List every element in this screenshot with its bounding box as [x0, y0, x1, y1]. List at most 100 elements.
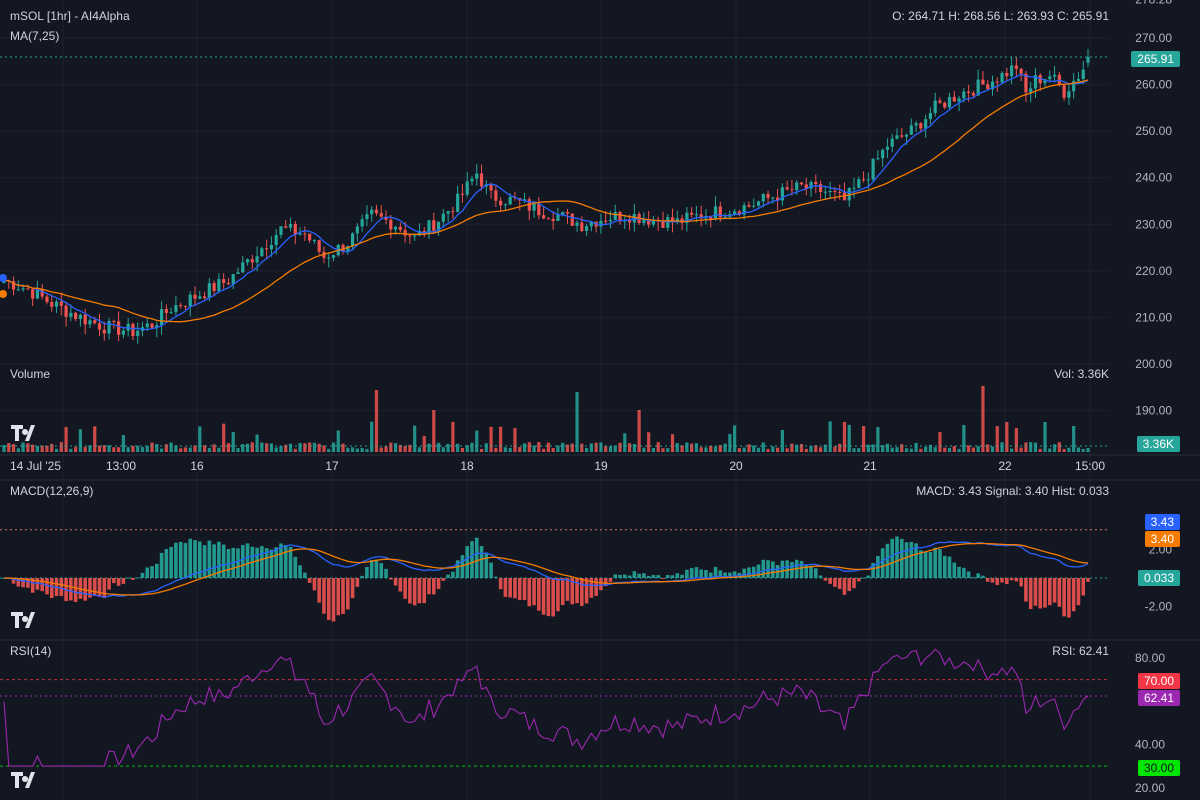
candle [112, 320, 116, 322]
volume-bar [532, 445, 536, 452]
volume-bar [150, 442, 154, 452]
volume-bar [231, 432, 235, 452]
volume-bar [1072, 426, 1076, 452]
macd-hist-bar [217, 541, 221, 578]
volume-bar [241, 444, 245, 452]
candle [393, 226, 398, 230]
candle [360, 219, 364, 227]
candle [432, 220, 436, 231]
ma-legend: MA(7,25) [10, 29, 60, 43]
macd-hist-bar [116, 578, 121, 586]
volume-bar [647, 432, 651, 452]
candle [647, 219, 651, 225]
candle [174, 305, 178, 313]
macd-hist-bar [112, 578, 116, 584]
candle [928, 113, 933, 120]
volume-bar [64, 427, 68, 452]
macd-hist-bar [981, 575, 985, 578]
macd-hist-bar [1062, 578, 1066, 617]
candle [1005, 72, 1009, 77]
candle [713, 206, 718, 220]
candle [117, 321, 121, 335]
volume-bar [7, 443, 11, 452]
macd-hist-bar [135, 577, 140, 579]
macd-hist-bar [546, 578, 551, 617]
candle [776, 197, 780, 201]
candle [226, 282, 231, 285]
macd-hist-bar [665, 574, 670, 578]
macd-hist-bar [895, 536, 899, 578]
candle [50, 301, 54, 307]
volume-bar [97, 445, 102, 452]
macd-hist-bar [565, 578, 570, 601]
candle [121, 330, 125, 335]
candle [284, 226, 288, 228]
candle [193, 294, 197, 299]
macd-hist-bar [350, 578, 355, 599]
candle [556, 214, 560, 221]
volume-bar [733, 425, 737, 452]
volume-bar [704, 447, 708, 452]
candle [785, 187, 789, 190]
macd-readout: MACD: 3.43 Signal: 3.40 Hist: 0.033 [916, 484, 1109, 498]
macd-hist-bar [508, 578, 512, 598]
macd-hist-bar [393, 578, 398, 586]
macd-hist-bar [522, 578, 527, 601]
macd-hist-bar [670, 575, 675, 578]
macd-hist-bar [780, 560, 785, 578]
macd-hist-bar [1076, 578, 1081, 606]
macd-hist-bar [971, 577, 976, 579]
macd-hist-bar [661, 578, 665, 579]
candle [451, 211, 455, 213]
candle [742, 205, 746, 215]
candle [64, 305, 68, 317]
macd-hist-bar [202, 545, 207, 578]
macd-hist-bar [1071, 578, 1076, 612]
price-tick-label: 260.00 [1135, 78, 1172, 92]
volume-bar [542, 448, 546, 452]
volume-bar [995, 426, 999, 452]
volume-bar [331, 442, 336, 452]
volume-bar [479, 448, 484, 452]
candle [1029, 88, 1033, 93]
candle [747, 205, 751, 207]
volume-bar [54, 448, 59, 452]
volume-readout: Vol: 3.36K [1054, 367, 1109, 381]
volume-bar [857, 448, 861, 452]
volume-bar [1000, 442, 1004, 452]
volume-bar [398, 444, 402, 452]
candle [962, 91, 966, 99]
macd-hist-bar [417, 578, 422, 604]
volume-bar [102, 445, 106, 452]
volume-bar [179, 448, 183, 452]
volume-bar [804, 448, 808, 452]
volume-bar [74, 446, 78, 452]
macd-hist-bar [288, 546, 293, 578]
ma7-line [3, 73, 1089, 331]
volume-bar [1009, 448, 1014, 452]
macd-hist-bar [985, 578, 990, 582]
volume-bar [413, 425, 417, 452]
macd-hist-bar [484, 552, 489, 578]
macd-hist-bar [131, 578, 135, 580]
volume-bar [155, 444, 159, 452]
x-tick-label: 22 [998, 459, 1012, 473]
candle [479, 173, 484, 187]
candle [661, 221, 665, 228]
candle [1067, 91, 1071, 98]
volume-bar [924, 446, 928, 452]
candle [546, 218, 550, 220]
x-tick-label: 16 [190, 459, 204, 473]
candle [1076, 78, 1081, 81]
candle [441, 213, 445, 222]
volume-bar [809, 446, 813, 452]
macd-hist-bar [474, 537, 479, 578]
volume-bar [503, 447, 508, 452]
volume-bar [690, 443, 694, 452]
macd-hist-bar [49, 578, 54, 599]
volume-bar [365, 448, 369, 452]
macd-hist-bar [541, 578, 546, 615]
macd-hist-bar [465, 546, 470, 578]
volume-bar [618, 442, 622, 452]
